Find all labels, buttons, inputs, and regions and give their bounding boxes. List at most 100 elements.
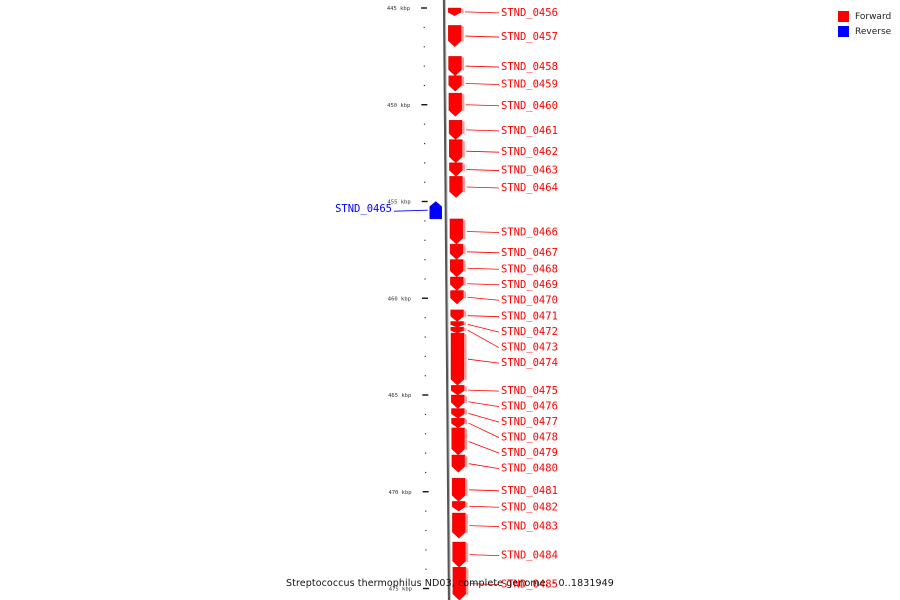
gene-arrow-forward[interactable] — [452, 512, 466, 539]
gene-arrow-forward[interactable] — [450, 327, 464, 334]
legend-item-forward: Forward — [838, 9, 891, 24]
gene-arrow-forward[interactable] — [448, 120, 463, 140]
gene-label[interactable]: STND_0456 — [501, 7, 558, 19]
gene-arrow-shade — [462, 176, 466, 193]
gene-label-leader — [468, 463, 500, 470]
gene-arrow-forward[interactable] — [447, 7, 462, 16]
gene-arrow-forward[interactable] — [449, 176, 463, 198]
gene-label[interactable]: STND_0477 — [501, 416, 558, 428]
gene-arrow-forward[interactable] — [452, 567, 467, 600]
gene-label[interactable]: STND_0484 — [501, 550, 558, 562]
backbone-line — [442, 0, 451, 600]
minor-tick — [425, 510, 427, 512]
gene-arrow-shade — [465, 501, 468, 508]
gene-label[interactable]: STND_0457 — [501, 31, 558, 43]
gene-arrow-forward[interactable] — [451, 385, 465, 396]
minor-tick — [424, 375, 426, 377]
gene-label-leader — [469, 505, 500, 508]
gene-label[interactable]: STND_0458 — [501, 61, 558, 73]
gene-arrow-forward[interactable] — [450, 259, 464, 278]
gene-arrow-shade — [462, 139, 465, 158]
gene-arrow-shade — [464, 418, 468, 425]
gene-arrow-forward[interactable] — [448, 75, 462, 92]
gene-label[interactable]: STND_0464 — [501, 182, 558, 194]
gene-arrow-forward[interactable] — [450, 332, 465, 386]
gene-label[interactable]: STND_0481 — [501, 485, 558, 497]
gene-arrow-forward[interactable] — [448, 56, 462, 76]
gene-label-leader — [465, 35, 500, 38]
gene-arrow-forward[interactable] — [448, 25, 462, 47]
gene-arrow-shade — [463, 327, 467, 332]
gene-arrow-shade — [464, 395, 467, 404]
minor-tick — [423, 123, 426, 125]
gene-arrow-forward[interactable] — [449, 243, 464, 260]
gene-label[interactable]: STND_0468 — [501, 263, 558, 275]
gene-arrow-forward[interactable] — [452, 541, 466, 568]
gene-arrow-forward[interactable] — [449, 218, 464, 245]
gene-label[interactable]: STND_0472 — [501, 326, 558, 338]
gene-label[interactable]: STND_0475 — [501, 385, 558, 397]
gene-arrow-forward[interactable] — [451, 408, 465, 419]
gene-label-leader — [465, 104, 500, 107]
minor-tick — [423, 142, 426, 145]
gene-arrow-forward[interactable] — [451, 418, 465, 429]
gene-label-leader — [466, 231, 500, 233]
gene-arrow-forward[interactable] — [452, 501, 466, 512]
gene-arrow-forward[interactable] — [450, 309, 464, 322]
genome-caption: Streptococcus thermophilus ND03, complet… — [286, 578, 614, 589]
gene-arrow-forward[interactable] — [450, 321, 464, 328]
gene-label-leader — [467, 283, 500, 286]
gene-label-leader — [468, 412, 500, 423]
gene-label-leader — [467, 329, 500, 349]
gene-label[interactable]: STND_0462 — [501, 146, 558, 158]
gene-arrow-shade — [463, 333, 467, 381]
gene-label-leader — [466, 129, 500, 132]
legend-item-reverse: Reverse — [838, 24, 891, 39]
gene-label[interactable]: STND_0465 — [335, 203, 392, 215]
gene-arrow-forward[interactable] — [451, 478, 466, 502]
gene-arrow-forward[interactable] — [451, 454, 466, 473]
gene-label[interactable]: STND_0478 — [501, 432, 558, 444]
gene-arrow-forward[interactable] — [450, 290, 464, 305]
gene-track — [429, 7, 469, 600]
gene-arrow-forward[interactable] — [450, 276, 464, 291]
gene-label[interactable]: STND_0461 — [501, 125, 558, 137]
gene-label[interactable]: STND_0485 — [501, 579, 558, 591]
gene-label[interactable]: STND_0463 — [501, 165, 558, 177]
gene-label[interactable]: STND_0474 — [501, 357, 558, 369]
gene-label[interactable]: STND_0470 — [501, 294, 558, 306]
gene-label[interactable]: STND_0482 — [501, 501, 558, 513]
gene-label[interactable]: STND_0480 — [501, 463, 558, 475]
gene-label-leader — [393, 209, 428, 212]
gene-arrow-shade — [464, 385, 467, 392]
gene-label[interactable]: STND_0473 — [501, 342, 558, 354]
gene-label[interactable]: STND_0483 — [501, 521, 558, 533]
minor-tick — [425, 471, 427, 474]
gene-arrow-forward[interactable] — [449, 162, 463, 177]
gene-label[interactable]: STND_0471 — [501, 311, 558, 323]
gene-arrow-reverse[interactable] — [429, 201, 442, 220]
gene-label[interactable]: STND_0479 — [501, 447, 558, 459]
gene-arrow-forward[interactable] — [448, 92, 463, 117]
gene-arrow-shade — [461, 93, 465, 112]
gene-arrow-shade — [465, 542, 469, 563]
gene-label[interactable]: STND_0476 — [501, 401, 558, 413]
gene-label[interactable]: STND_0460 — [501, 100, 558, 112]
gene-label[interactable]: STND_0459 — [501, 78, 558, 90]
tick-label: 455 kbp — [387, 200, 410, 206]
gene-label-leader — [468, 401, 500, 408]
gene-label[interactable]: STND_0467 — [501, 247, 558, 259]
legend-reverse-label: Reverse — [855, 26, 892, 37]
gene-arrow-forward[interactable] — [449, 139, 463, 164]
minor-tick — [425, 529, 427, 532]
gene-arrow-forward[interactable] — [451, 427, 465, 456]
gene-arrow-forward[interactable] — [451, 394, 465, 409]
minor-tick — [423, 26, 425, 29]
gene-label[interactable]: STND_0466 — [501, 226, 558, 238]
minor-tick — [425, 568, 427, 570]
gene-label[interactable]: STND_0469 — [501, 279, 558, 291]
chromosome-backbone — [442, 0, 451, 600]
gene-arrow-shade — [463, 276, 466, 286]
gene-label-leader — [466, 150, 500, 153]
